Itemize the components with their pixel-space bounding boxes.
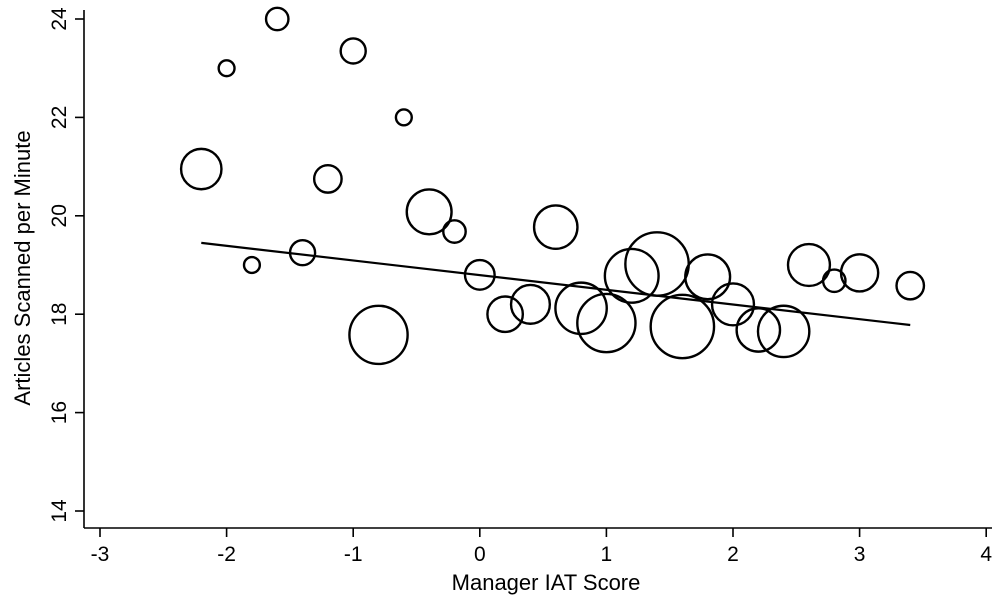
y-tick-label: 18 [48, 303, 71, 326]
x-tick-label: 0 [474, 543, 486, 566]
data-point [756, 304, 811, 359]
y-tick-label: 22 [48, 106, 71, 129]
y-tick-label: 24 [48, 7, 71, 31]
data-point [217, 59, 236, 78]
data-point [532, 204, 579, 251]
data-point [710, 282, 756, 327]
y-tick-label: 20 [48, 204, 71, 227]
data-point [394, 108, 413, 127]
data-point [821, 268, 847, 294]
x-axis-ticks: -3 -2 -1 0 1 2 3 4 [91, 528, 992, 566]
data-point [554, 281, 608, 336]
data-point [463, 258, 496, 291]
fitted-line [201, 241, 911, 327]
x-tick-label: -1 [344, 543, 363, 566]
x-tick-label: -2 [217, 543, 236, 566]
data-point [603, 247, 660, 304]
data-point [348, 304, 409, 366]
x-tick-label: 3 [854, 543, 866, 566]
data-point [264, 6, 290, 32]
data-point [312, 163, 343, 194]
x-axis-title: Manager IAT Score [452, 570, 641, 595]
y-tick-label: 14 [48, 499, 71, 523]
data-point [649, 293, 716, 360]
x-tick-label: 4 [980, 543, 992, 566]
data-point [786, 242, 832, 288]
x-tick-label: 2 [727, 543, 739, 566]
data-point [509, 283, 552, 325]
data-point [339, 37, 367, 65]
data-point [442, 219, 467, 244]
data-point [839, 253, 880, 293]
x-tick-label: 1 [601, 543, 613, 566]
data-point [486, 295, 525, 334]
data-point [895, 270, 926, 301]
data-point [576, 292, 637, 354]
data-point [179, 147, 223, 191]
data-point [405, 188, 453, 236]
y-axis-title: Articles Scanned per Minute [10, 130, 35, 405]
x-tick-label: -3 [91, 543, 110, 566]
data-points [179, 6, 926, 366]
y-tick-label: 16 [48, 401, 71, 424]
data-point [684, 253, 732, 301]
y-axis-ticks: 14 16 18 20 22 24 [48, 7, 84, 523]
data-point [242, 255, 262, 275]
